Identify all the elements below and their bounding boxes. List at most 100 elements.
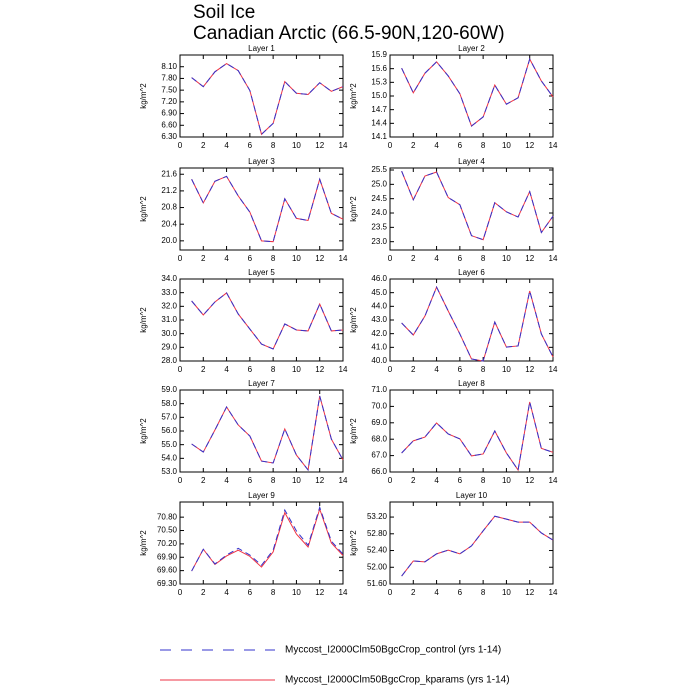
x-tick-label: 12 bbox=[525, 365, 534, 374]
y-tick-label: 55.0 bbox=[161, 440, 177, 449]
y-tick-label: 66.0 bbox=[371, 467, 387, 476]
panel-title: Layer 3 bbox=[248, 157, 275, 166]
x-tick-label: 8 bbox=[481, 588, 486, 597]
y-tick-label: 24.5 bbox=[371, 194, 387, 203]
y-tick-label: 31.0 bbox=[161, 315, 177, 324]
y-tick-label: 21.2 bbox=[161, 186, 177, 195]
y-tick-label: 6.30 bbox=[161, 132, 177, 141]
x-tick-label: 12 bbox=[525, 588, 534, 597]
x-tick-label: 12 bbox=[315, 588, 324, 597]
y-tick-label: 69.90 bbox=[157, 552, 178, 561]
x-tick-label: 0 bbox=[178, 476, 183, 485]
panel-title: Layer 2 bbox=[458, 44, 485, 53]
x-tick-label: 14 bbox=[549, 254, 558, 263]
x-tick-label: 12 bbox=[525, 476, 534, 485]
y-tick-label: 68.0 bbox=[371, 434, 387, 443]
y-tick-label: 52.40 bbox=[367, 546, 388, 555]
panel-title: Layer 1 bbox=[248, 44, 275, 53]
panel-title: Layer 8 bbox=[458, 379, 485, 388]
plot-frame bbox=[179, 54, 344, 138]
y-tick-label: 15.0 bbox=[371, 91, 387, 100]
x-tick-label: 10 bbox=[292, 476, 301, 485]
y-tick-label: 30.0 bbox=[161, 329, 177, 338]
x-tick-label: 4 bbox=[434, 141, 439, 150]
x-tick-label: 2 bbox=[411, 254, 416, 263]
x-tick-label: 6 bbox=[248, 588, 253, 597]
series-line bbox=[401, 401, 554, 472]
x-tick-label: 14 bbox=[339, 476, 348, 485]
series-line bbox=[401, 515, 554, 577]
y-axis-label: kg/m^2 bbox=[139, 530, 148, 556]
x-tick-label: 8 bbox=[271, 141, 276, 150]
x-tick-label: 12 bbox=[315, 254, 324, 263]
series-line bbox=[191, 175, 344, 243]
x-tick-label: 2 bbox=[201, 365, 206, 374]
y-tick-label: 20.0 bbox=[161, 236, 177, 245]
x-tick-label: 12 bbox=[315, 141, 324, 150]
x-tick-label: 8 bbox=[271, 365, 276, 374]
panel-title: Layer 5 bbox=[248, 268, 275, 277]
y-tick-label: 67.0 bbox=[371, 451, 387, 460]
plot-frame bbox=[389, 389, 554, 473]
series-line bbox=[191, 62, 344, 136]
y-tick-label: 40.0 bbox=[371, 356, 387, 365]
y-tick-label: 42.0 bbox=[371, 329, 387, 338]
y-tick-label: 52.00 bbox=[367, 562, 388, 571]
x-tick-label: 8 bbox=[481, 365, 486, 374]
series-line bbox=[401, 170, 554, 241]
y-tick-label: 14.4 bbox=[371, 118, 387, 127]
y-tick-label: 15.3 bbox=[371, 77, 387, 86]
y-tick-label: 21.6 bbox=[161, 169, 177, 178]
y-axis-label: kg/m^2 bbox=[139, 307, 148, 333]
y-tick-label: 23.0 bbox=[371, 237, 387, 246]
plot-frame bbox=[179, 501, 344, 585]
x-tick-label: 4 bbox=[224, 365, 229, 374]
series-line bbox=[191, 62, 344, 136]
x-tick-label: 2 bbox=[201, 254, 206, 263]
x-tick-label: 0 bbox=[388, 588, 393, 597]
x-tick-label: 14 bbox=[549, 365, 558, 374]
y-tick-label: 25.0 bbox=[371, 179, 387, 188]
y-tick-label: 29.0 bbox=[161, 342, 177, 351]
y-axis-label: kg/m^2 bbox=[349, 530, 358, 556]
x-tick-label: 2 bbox=[201, 476, 206, 485]
y-axis-label: kg/m^2 bbox=[139, 196, 148, 222]
series-line bbox=[191, 395, 344, 472]
panel-title: Layer 9 bbox=[248, 491, 275, 500]
x-tick-label: 14 bbox=[339, 141, 348, 150]
series-line bbox=[401, 401, 554, 472]
series-line bbox=[401, 285, 554, 362]
y-tick-label: 53.20 bbox=[367, 512, 388, 521]
x-tick-label: 8 bbox=[271, 476, 276, 485]
x-tick-label: 6 bbox=[458, 254, 463, 263]
y-axis-label: kg/m^2 bbox=[349, 83, 358, 109]
x-tick-label: 6 bbox=[248, 476, 253, 485]
y-tick-label: 70.80 bbox=[157, 512, 178, 521]
y-tick-label: 54.0 bbox=[161, 453, 177, 462]
y-tick-label: 7.80 bbox=[161, 74, 177, 83]
x-tick-label: 10 bbox=[292, 254, 301, 263]
series-line bbox=[191, 507, 344, 572]
y-tick-label: 43.0 bbox=[371, 315, 387, 324]
x-tick-label: 6 bbox=[458, 365, 463, 374]
panel-title: Layer 4 bbox=[458, 157, 485, 166]
x-tick-label: 12 bbox=[525, 254, 534, 263]
x-tick-label: 14 bbox=[549, 588, 558, 597]
x-tick-label: 4 bbox=[224, 588, 229, 597]
series-line bbox=[401, 170, 554, 241]
panel-title: Layer 7 bbox=[248, 379, 275, 388]
x-tick-label: 2 bbox=[411, 365, 416, 374]
x-tick-label: 6 bbox=[458, 476, 463, 485]
x-tick-label: 4 bbox=[434, 365, 439, 374]
y-tick-label: 14.1 bbox=[371, 132, 387, 141]
x-tick-label: 8 bbox=[271, 254, 276, 263]
y-tick-label: 41.0 bbox=[371, 342, 387, 351]
y-axis-label: kg/m^2 bbox=[139, 83, 148, 109]
x-tick-label: 2 bbox=[411, 141, 416, 150]
x-tick-label: 4 bbox=[224, 141, 229, 150]
y-tick-label: 59.0 bbox=[161, 385, 177, 394]
y-axis-label: kg/m^2 bbox=[349, 418, 358, 444]
x-tick-label: 6 bbox=[458, 141, 463, 150]
y-tick-label: 45.0 bbox=[371, 288, 387, 297]
